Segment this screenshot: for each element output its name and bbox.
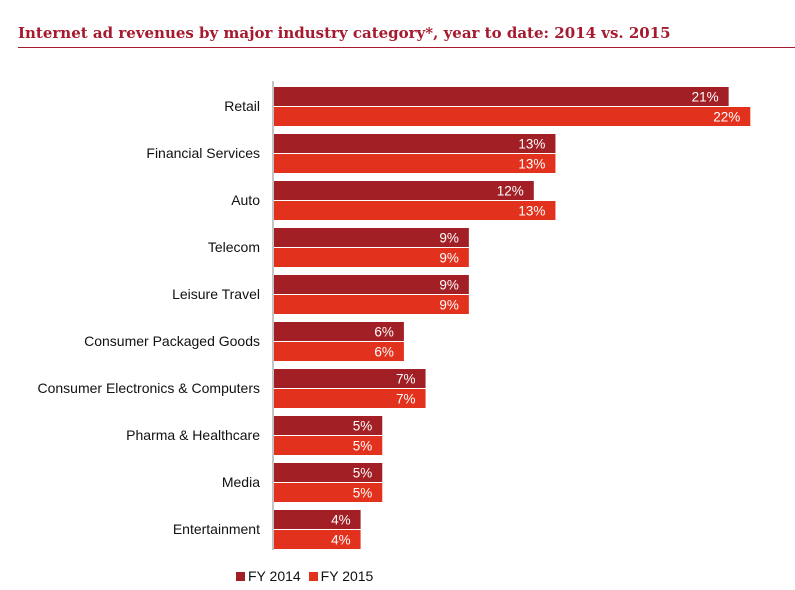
legend-swatch-fy2014 bbox=[236, 571, 245, 581]
legend-item-fy2014: FY 2014 bbox=[236, 568, 301, 584]
category-label-auto: Auto bbox=[231, 192, 260, 208]
data-label-financial-services-fy-2014: 13% bbox=[518, 137, 545, 152]
bar-telecom-fy-2014 bbox=[274, 228, 469, 247]
data-label-telecom-fy-2015: 9% bbox=[439, 251, 459, 266]
bar-leisure-travel-fy-2015 bbox=[274, 295, 469, 314]
category-label-entertainment: Entertainment bbox=[173, 521, 260, 537]
legend-label-fy2015: FY 2015 bbox=[320, 568, 374, 584]
data-label-pharma-and-healthcare-fy-2015: 5% bbox=[353, 439, 373, 454]
data-label-media-fy-2015: 5% bbox=[353, 486, 373, 501]
data-label-consumer-packaged-goods-fy-2015: 6% bbox=[374, 345, 394, 360]
bars bbox=[274, 87, 751, 549]
category-label-telecom: Telecom bbox=[208, 239, 260, 255]
data-label-telecom-fy-2014: 9% bbox=[439, 231, 459, 246]
bar-entertainment-fy-2015 bbox=[274, 530, 361, 549]
data-label-media-fy-2014: 5% bbox=[353, 466, 373, 481]
data-label-entertainment-fy-2014: 4% bbox=[331, 513, 351, 528]
bar-entertainment-fy-2014 bbox=[274, 510, 361, 529]
data-label-pharma-and-healthcare-fy-2014: 5% bbox=[353, 419, 373, 434]
data-label-retail-fy-2014: 21% bbox=[692, 90, 719, 105]
bar-consumer-electronics-and-computers-fy-2014 bbox=[274, 369, 426, 388]
data-label-retail-fy-2015: 22% bbox=[713, 110, 740, 125]
bar-leisure-travel-fy-2014 bbox=[274, 275, 469, 294]
bar-telecom-fy-2015 bbox=[274, 248, 469, 267]
category-label-leisure-travel: Leisure Travel bbox=[172, 286, 260, 302]
legend-item-fy2015: FY 2015 bbox=[308, 568, 374, 584]
bar-consumer-packaged-goods-fy-2015 bbox=[274, 342, 404, 361]
data-label-consumer-electronics-and-computers-fy-2014: 7% bbox=[396, 372, 416, 387]
legend-swatch-fy2015 bbox=[308, 571, 318, 581]
data-label-consumer-packaged-goods-fy-2014: 6% bbox=[374, 325, 394, 340]
category-label-consumer-packaged-goods: Consumer Packaged Goods bbox=[84, 333, 260, 349]
bar-consumer-packaged-goods-fy-2014 bbox=[274, 322, 404, 341]
data-label-financial-services-fy-2015: 13% bbox=[518, 157, 545, 172]
bar-retail-fy-2015 bbox=[274, 107, 751, 126]
category-label-retail: Retail bbox=[224, 98, 260, 114]
bar-chart: Retail Financial Services Auto Telecom Leisu… bbox=[37, 81, 751, 550]
category-labels: Retail Financial Services Auto Telecom Leisu… bbox=[37, 98, 260, 537]
data-label-leisure-travel-fy-2014: 9% bbox=[439, 278, 459, 293]
bar-auto-fy-2015 bbox=[274, 201, 556, 220]
data-label-auto-fy-2015: 13% bbox=[518, 204, 545, 219]
chart-title: Internet ad revenues by major industry c… bbox=[18, 24, 671, 42]
legend: FY 2014 FY 2015 bbox=[236, 568, 381, 584]
bar-pharma-and-healthcare-fy-2015 bbox=[274, 436, 383, 455]
bar-auto-fy-2014 bbox=[274, 181, 534, 200]
bar-pharma-and-healthcare-fy-2014 bbox=[274, 416, 383, 435]
bar-retail-fy-2014 bbox=[274, 87, 729, 106]
category-label-consumer-electronics-and-computers: Consumer Electronics & Computers bbox=[37, 380, 260, 396]
bar-financial-services-fy-2015 bbox=[274, 154, 556, 173]
category-label-pharma-and-healthcare: Pharma & Healthcare bbox=[126, 427, 260, 443]
data-labels: 21%22%13%13%12%13%9%9%9%9%6%6%7%7%5%5%5%… bbox=[331, 90, 740, 548]
title-divider bbox=[18, 47, 795, 48]
bar-consumer-electronics-and-computers-fy-2015 bbox=[274, 389, 426, 408]
category-label-media: Media bbox=[222, 474, 260, 490]
data-label-consumer-electronics-and-computers-fy-2015: 7% bbox=[396, 392, 416, 407]
data-label-auto-fy-2014: 12% bbox=[497, 184, 524, 199]
bar-media-fy-2014 bbox=[274, 463, 383, 482]
legend-label-fy2014: FY 2014 bbox=[248, 568, 301, 584]
bar-media-fy-2015 bbox=[274, 483, 383, 502]
data-label-entertainment-fy-2015: 4% bbox=[331, 533, 351, 548]
category-label-financial-services: Financial Services bbox=[146, 145, 260, 161]
bar-financial-services-fy-2014 bbox=[274, 134, 556, 153]
data-label-leisure-travel-fy-2015: 9% bbox=[439, 298, 459, 313]
